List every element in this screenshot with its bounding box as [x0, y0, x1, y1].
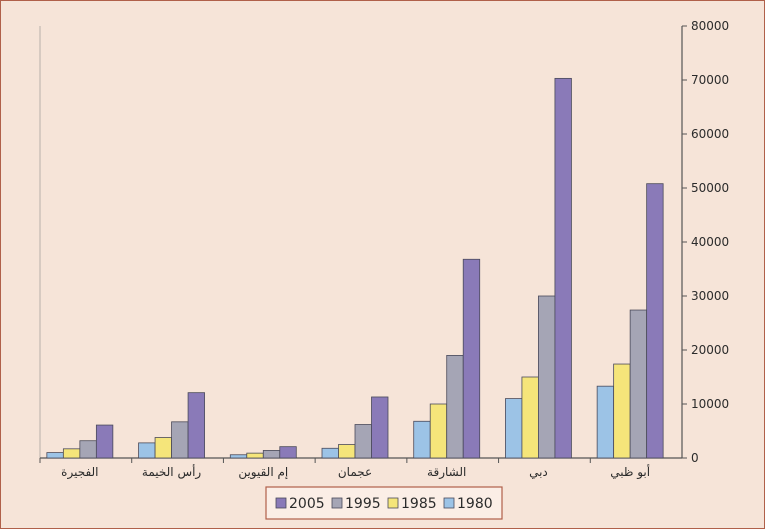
legend-swatch-2005: [275, 497, 287, 509]
bar-1995: [538, 295, 556, 459]
y-tick-label: 30000: [691, 289, 729, 303]
y-tick-label: 40000: [691, 235, 729, 249]
legend-label-1985: 1985: [401, 496, 437, 512]
legend-label-1980: 1980: [457, 496, 493, 512]
bar-2005: [371, 396, 389, 459]
bar-1995: [171, 421, 189, 459]
bar-1995: [446, 354, 464, 459]
bar-1985: [62, 448, 81, 459]
bar-1985: [429, 403, 448, 459]
bar-1995: [79, 440, 97, 459]
y-tick-label: 10000: [691, 397, 729, 411]
bar-1980: [413, 420, 431, 459]
bar-2005: [279, 446, 297, 459]
y-tick-label: 80000: [691, 19, 729, 33]
bar-1995: [629, 309, 648, 459]
bar-1985: [613, 363, 631, 459]
y-tick-label: 0: [691, 451, 699, 465]
y-tick-label: 70000: [691, 73, 729, 87]
x-tick-label: أبو ظبي: [610, 464, 650, 480]
legend-swatch-1985: [387, 497, 399, 509]
x-tick-label: رأس الخيمة: [142, 464, 202, 480]
bar-1985: [521, 376, 539, 459]
legend-swatch-1980: [443, 497, 455, 509]
x-tick-label: إم القيوين: [238, 465, 288, 480]
y-tick-label: 60000: [691, 127, 729, 141]
bar-2005: [554, 77, 572, 459]
bar-1985: [246, 452, 264, 459]
legend-box: [265, 486, 503, 520]
legend-swatch-1995: [331, 497, 343, 509]
bar-1995: [262, 450, 281, 459]
bar-2005: [462, 258, 481, 459]
bar-2005: [187, 392, 205, 459]
x-tick-label: دبي: [529, 465, 548, 479]
bar-1995: [354, 424, 372, 459]
bar-1980: [596, 385, 615, 459]
x-tick-label: الشارقة: [427, 465, 466, 480]
bar-2005: [95, 424, 114, 459]
bar-1980: [229, 454, 248, 459]
bar-2005: [646, 183, 664, 459]
bar-1985: [338, 444, 356, 459]
bar-1980: [46, 452, 64, 459]
y-tick-label: 20000: [691, 343, 729, 357]
y-tick-label: 50000: [691, 181, 729, 195]
x-tick-label: عجمان: [338, 465, 372, 479]
bar-1985: [154, 437, 172, 459]
legend-label-1995: 1995: [345, 496, 381, 512]
bar-1980: [505, 398, 523, 459]
bar-1980: [321, 447, 339, 459]
bar-1980: [138, 442, 156, 459]
x-tick-label: الفجيرة: [61, 465, 98, 480]
legend-label-2005: 2005: [289, 496, 325, 512]
